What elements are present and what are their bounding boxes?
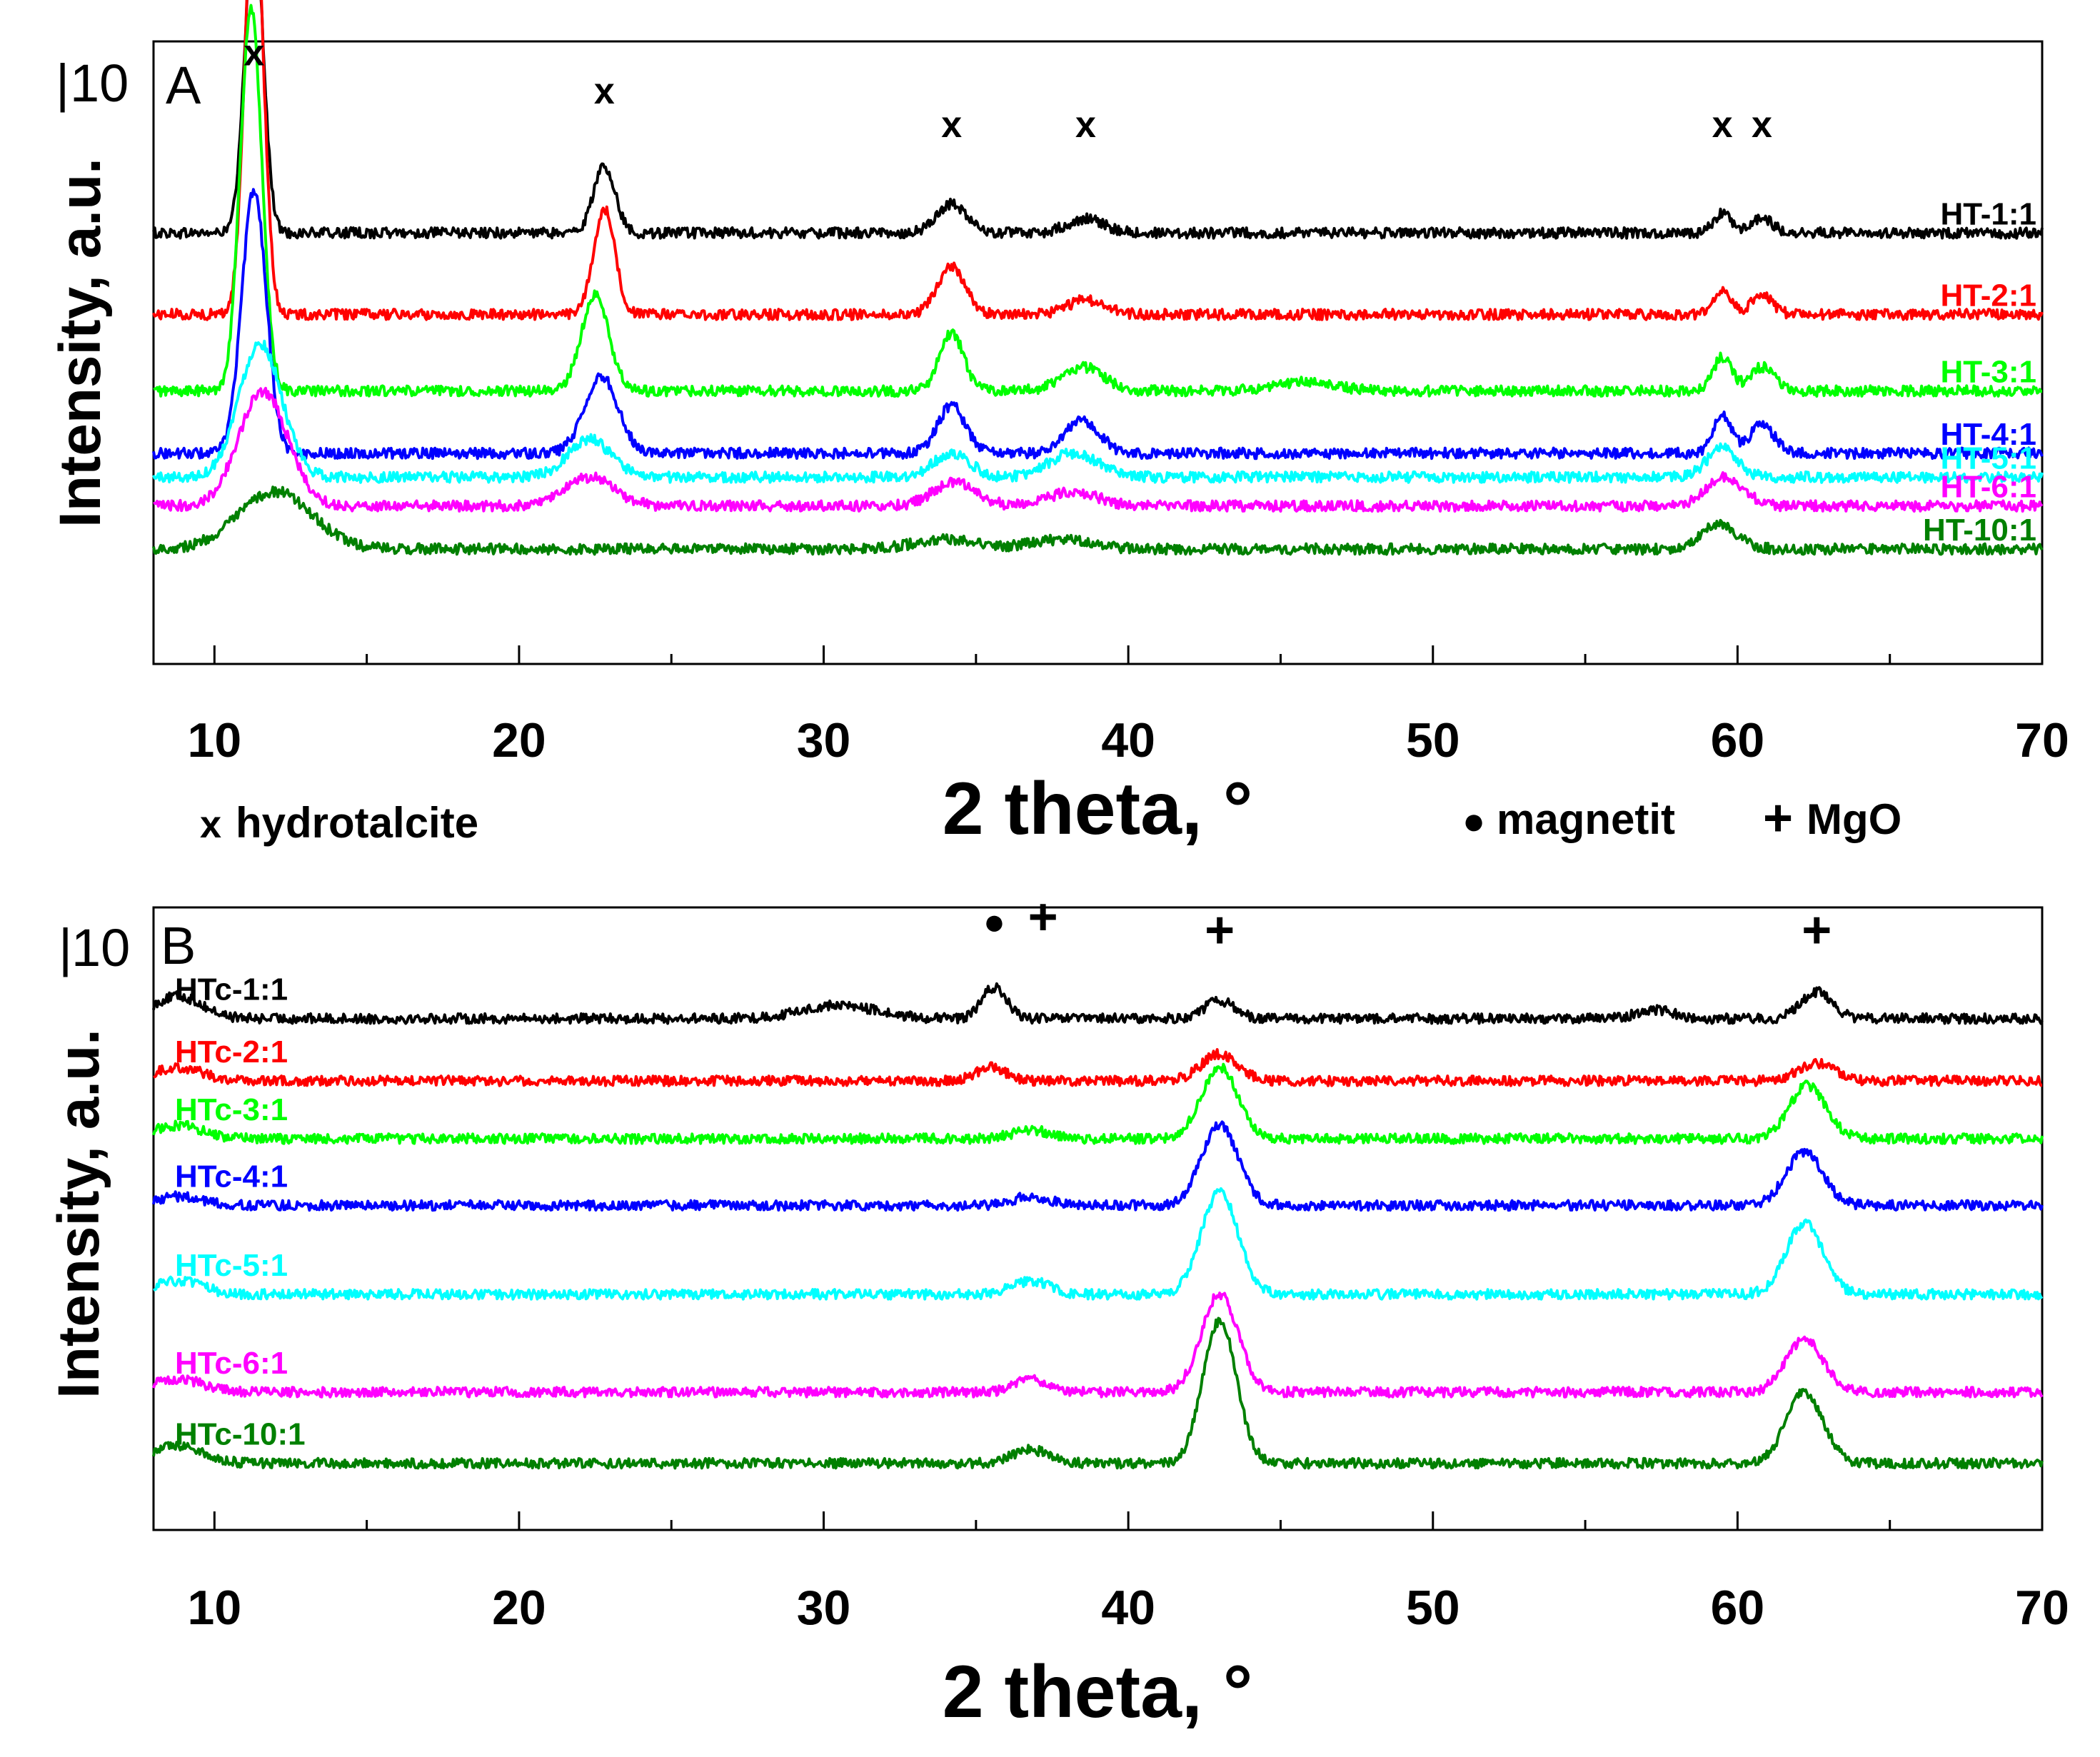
series-label-htc-2-1: HTc-2:1 [175,1034,288,1069]
legend-mgo-symbol: + [1763,790,1793,847]
panel-b-series-lines [152,982,2044,1470]
panel-b-letter: B [161,916,196,975]
series-line-htc-4-1 [152,1120,2044,1212]
series-label-ht-2-1: HT-2:1 [1941,278,2036,313]
peak-marker: ● [983,901,1005,942]
x-tick-label: 30 [797,1581,851,1635]
x-tick-label: 10 [188,1581,242,1635]
series-label-ht-4-1: HT-4:1 [1941,417,2036,452]
peak-marker: x [243,33,264,74]
series-line-ht-2-1 [152,0,2044,321]
panel-a-frame [152,40,2044,665]
panel-a-series-labels: HT-1:1 HT-2:1 HT-3:1 HT-4:1HT-5:1HT-6:1 HT-1… [1923,196,2036,548]
panel-b-chart: 10 20 30 40 50 60 70 HTc-1:1HTc-2:1HTc-3:1HTc-… [46,888,2069,1733]
peak-marker: + [1802,902,1832,959]
panel-b-scale-bar-label: 10 [71,918,130,977]
series-label-ht-6-1: HT-6:1 [1941,470,2036,505]
legend-hydrotalcite-label: hydrotalcite [236,799,478,847]
phase-legend: x hydrotalcite ● magnetit + MgO [200,790,1901,847]
legend-magnetit-label: magnetit [1497,795,1675,843]
x-tick-label: 40 [1101,1581,1155,1635]
series-line-htc-6-1 [152,1292,2044,1399]
x-tick-label: 40 [1101,713,1155,767]
panel-a-x-ticks: 10 20 30 40 50 60 70 [188,645,2069,767]
peak-marker: + [1028,888,1058,945]
x-tick-label: 10 [188,713,242,767]
series-line-htc-1-1 [152,982,2044,1025]
panel-a-x-axis-title: 2 theta, ° [943,767,1253,850]
panel-a-y-axis-title: Intensity, a.u. [48,158,113,528]
x-tick-label: 70 [2015,1581,2069,1635]
peak-marker: x [594,71,615,112]
series-line-htc-3-1 [152,1062,2044,1145]
panel-b-frame [152,906,2044,1531]
series-label-ht-3-1: HT-3:1 [1941,355,2036,390]
x-tick-label: 60 [1711,713,1765,767]
series-label-ht-1-1: HT-1:1 [1941,196,2036,231]
series-line-htc-2-1 [153,1048,2043,1087]
series-label-ht-10-1: HT-10:1 [1923,513,2036,548]
series-line-ht-10-1 [152,485,2044,556]
x-tick-label: 20 [492,1581,546,1635]
series-line-htc-5-1 [152,1187,2044,1301]
peak-marker: x [1075,104,1096,146]
series-line-ht-6-1 [153,386,2044,513]
panel-b-peak-markers: ● + + + [983,888,1832,959]
series-line-ht-3-1 [153,4,2043,398]
panel-a-letter: A [166,56,201,115]
panel-b-scale-bar-mark: | [59,918,72,977]
x-tick-label: 50 [1406,713,1460,767]
panel-a-scale-bar-label: 10 [70,54,129,113]
legend-mgo-label: MgO [1807,795,1901,843]
legend-magnetit-symbol: ● [1462,800,1486,842]
x-tick-label: 50 [1406,1581,1460,1635]
panel-b-x-axis-title: 2 theta, ° [943,1651,1253,1733]
series-line-htc-10-1 [152,1317,2044,1470]
peak-marker: + [1205,902,1235,959]
series-label-htc-4-1: HTc-4:1 [175,1159,288,1194]
panel-a-chart: 10 20 30 40 50 60 70 HT-1:1HT-2:1HT-3:1HT-4:1H… [48,0,2069,850]
series-label-ht-5-1: HT-5:1 [1941,440,2036,475]
series-label-htc-3-1: HTc-3:1 [175,1092,288,1127]
panel-a-scale-bar-mark: | [56,54,69,113]
x-tick-label: 70 [2015,713,2069,767]
series-line-ht-5-1 [152,339,2044,484]
x-tick-label: 60 [1711,1581,1765,1635]
series-label-htc-6-1: HTc-6:1 [175,1346,288,1381]
x-tick-label: 30 [797,713,851,767]
series-label-htc-1-1: HTc-1:1 [175,972,288,1007]
series-line-ht-4-1 [152,188,2044,460]
x-tick-label: 20 [492,713,546,767]
series-label-htc-10-1: HTc-10:1 [175,1417,306,1452]
panel-a-series-lines [152,0,2044,556]
panel-b-y-axis-title: Intensity, a.u. [46,1029,111,1399]
peak-marker: x [941,104,962,146]
panel-a-peak-markers: xxx x x x [243,33,1772,146]
peak-marker: x [1712,104,1733,146]
series-label-htc-5-1: HTc-5:1 [175,1248,288,1283]
legend-hydrotalcite-symbol: x [200,803,221,846]
panel-b-series-labels: HTc-1:1 HTc-2:1 HTc-3:1 HTc-4:1 HTc-5:1 HTc-6… [175,972,306,1452]
series-line-ht-1-1 [152,0,2044,240]
panel-b-x-ticks: 10 20 30 40 50 60 70 [188,1511,2069,1635]
peak-marker: x [1752,104,1772,146]
